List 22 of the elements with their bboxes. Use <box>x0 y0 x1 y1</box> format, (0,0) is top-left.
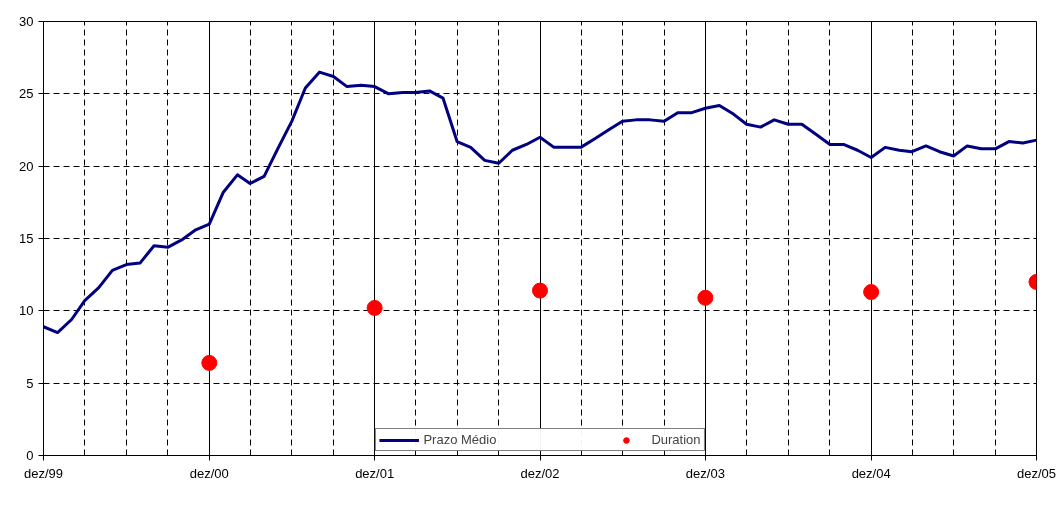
point <box>532 282 548 299</box>
x-tick-label: dez/99 <box>23 465 64 481</box>
y-tick-label: 15 <box>19 231 34 246</box>
x-tick-label: dez/01 <box>355 465 395 481</box>
y-tick-label: 25 <box>19 86 34 102</box>
x-tick-label: dez/02 <box>520 465 560 481</box>
y-tick-label: 5 <box>26 375 34 391</box>
line-series <box>43 70 1037 335</box>
x-tick-label: dez/00 <box>189 465 229 481</box>
y-tick-label: 0 <box>26 448 34 463</box>
legend-label: Duration <box>651 432 701 447</box>
point <box>697 289 714 306</box>
y-tick-label: 10 <box>19 303 34 319</box>
y-tick-label: 20 <box>19 158 34 174</box>
x-tick-label: dez/03 <box>685 465 725 481</box>
x-tick-label: dez/05 <box>1016 465 1057 481</box>
point <box>201 354 218 371</box>
x-tick-label: dez/04 <box>851 465 891 481</box>
point <box>863 284 880 301</box>
y-tick-label: 30 <box>19 14 34 29</box>
legend-label: Prazo Médio <box>423 432 497 447</box>
point <box>366 299 383 316</box>
